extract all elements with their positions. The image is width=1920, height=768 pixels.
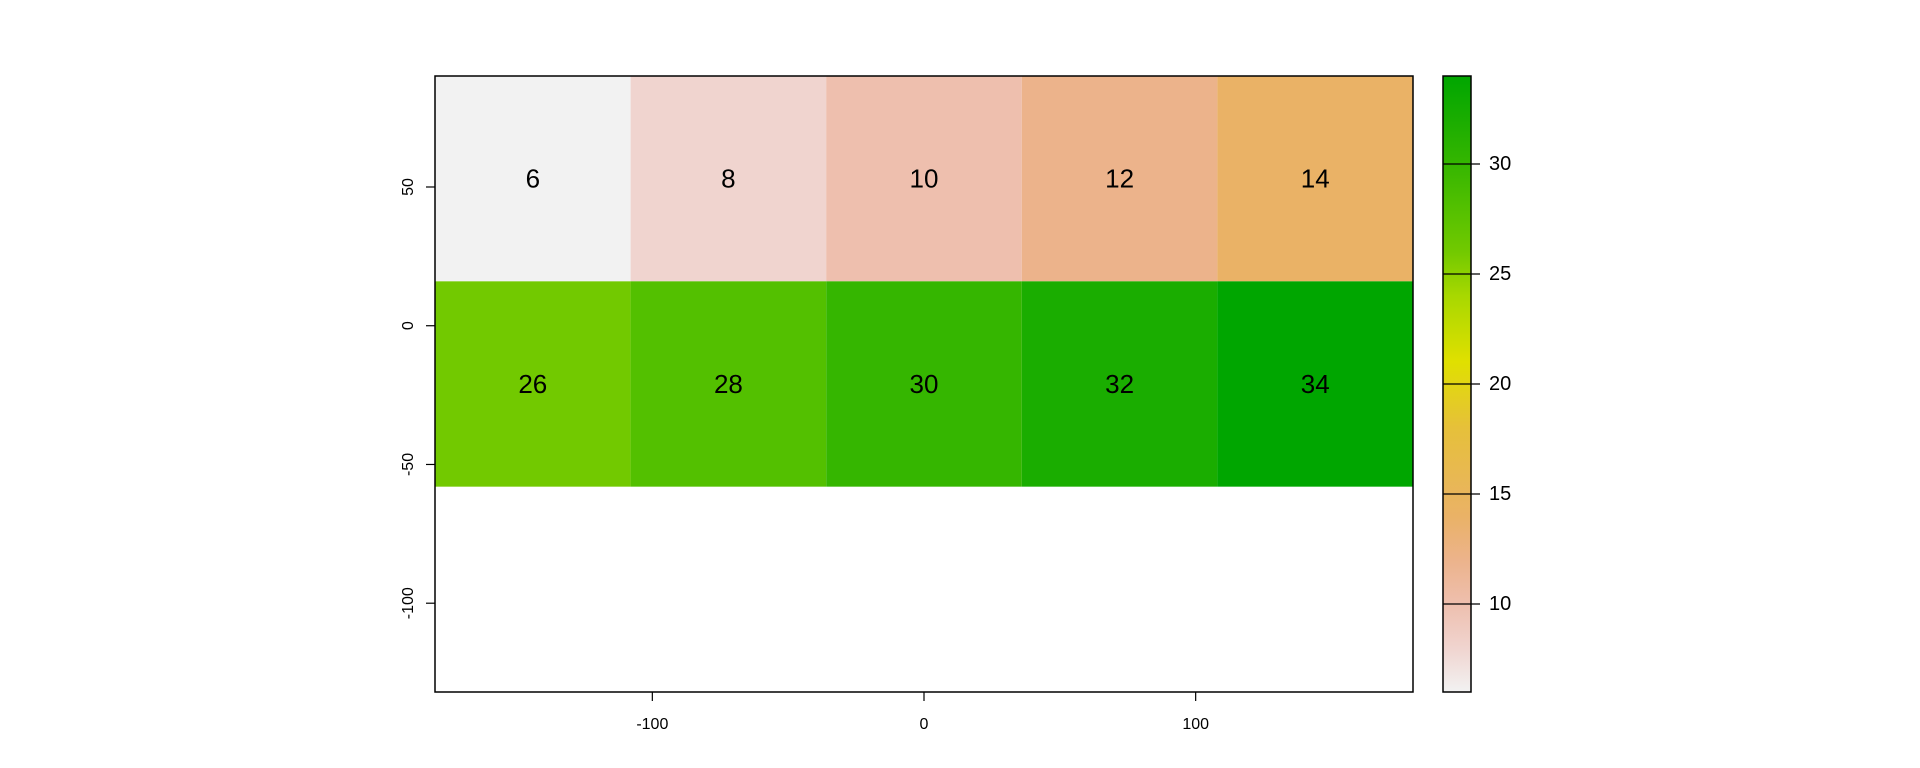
colorbar-tick-label: 10	[1489, 593, 1511, 615]
raster-cells	[435, 76, 1413, 487]
cell-value-label: 32	[1105, 369, 1134, 399]
cell-value-label: 28	[714, 369, 743, 399]
x-tick-label: 100	[1182, 716, 1209, 733]
raster-cell	[435, 76, 631, 282]
raster-cell	[826, 76, 1022, 282]
raster-cell	[630, 281, 827, 487]
colorbar-tick-label: 15	[1489, 483, 1511, 505]
raster-cell	[826, 281, 1022, 487]
cell-value-label: 6	[526, 164, 540, 194]
raster-cell	[1217, 76, 1413, 282]
colorbar-tick-label: 25	[1489, 263, 1511, 285]
colorbar-tick-label: 30	[1489, 153, 1511, 175]
y-axis: 50 0 -50 -100	[400, 178, 435, 619]
x-axis: -100 0 100	[636, 692, 1209, 733]
x-tick-label: 0	[920, 716, 929, 733]
raster-cell	[630, 76, 827, 282]
cell-value-label: 8	[721, 164, 735, 194]
raster-cell-labels: 6 8 10 12 14 26 28 30 32 34	[518, 164, 1329, 399]
raster-cell	[1217, 281, 1413, 487]
y-tick-label: -100	[400, 587, 417, 619]
cell-value-label: 26	[518, 369, 547, 399]
raster-cell	[1021, 281, 1218, 487]
cell-value-label: 10	[910, 164, 939, 194]
colorbar-legend: 10 15 20 25 30	[1442, 75, 1511, 693]
cell-value-label: 34	[1301, 369, 1330, 399]
y-tick-label: 50	[400, 178, 417, 196]
cell-value-label: 30	[910, 369, 939, 399]
y-tick-label: -50	[400, 453, 417, 476]
x-tick-label: -100	[636, 716, 668, 733]
colorbar-frame	[1442, 75, 1472, 693]
cell-value-label: 12	[1105, 164, 1134, 194]
colorbar-ticks: 10 15 20 25 30	[1443, 153, 1511, 615]
raster-cell	[1021, 76, 1218, 282]
y-tick-label: 0	[400, 321, 417, 330]
cell-value-label: 14	[1301, 164, 1330, 194]
colorbar-tick-label: 20	[1489, 373, 1511, 395]
raster-cell	[435, 281, 631, 487]
